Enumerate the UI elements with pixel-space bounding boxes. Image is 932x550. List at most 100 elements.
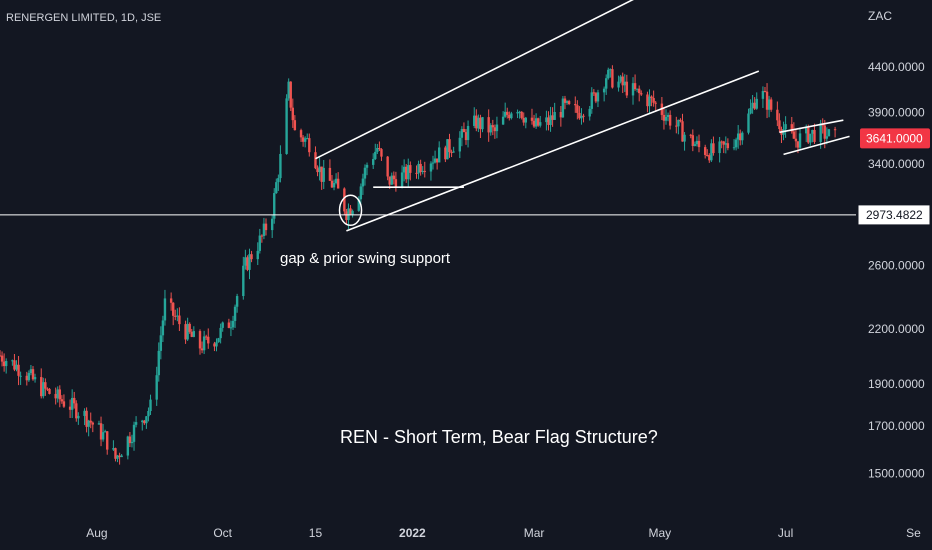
- candle-body: [664, 116, 668, 121]
- candle-body: [345, 211, 348, 221]
- candle-body: [677, 119, 680, 127]
- candle-body: [4, 361, 8, 367]
- candle-body: [590, 92, 593, 109]
- candle-body: [248, 254, 251, 270]
- candle-body: [503, 111, 507, 117]
- candle-body: [489, 125, 492, 133]
- circle-marker[interactable]: [338, 194, 363, 227]
- candle-body: [487, 117, 490, 133]
- candle-body: [260, 235, 264, 237]
- candle-body: [25, 375, 29, 381]
- candle-body: [192, 331, 196, 337]
- candle-body: [559, 111, 563, 118]
- candle-body: [790, 124, 793, 132]
- y-tick-label: 1500.0000: [868, 466, 925, 480]
- candle-body: [258, 235, 262, 251]
- candle-body: [739, 133, 742, 141]
- candle-body: [691, 135, 695, 146]
- candle-body: [242, 265, 245, 297]
- candle-body: [539, 122, 542, 126]
- candle-body: [314, 152, 317, 169]
- candle-body: [726, 143, 730, 149]
- annotation-label: gap & prior swing support: [280, 250, 451, 267]
- candle-body: [2, 361, 6, 367]
- candle-body: [246, 257, 249, 270]
- candle-body: [437, 147, 441, 163]
- candle-body: [563, 98, 567, 103]
- candle-body: [134, 422, 138, 425]
- last-price-label: 3641.0000: [866, 131, 923, 145]
- candle-body: [545, 117, 548, 123]
- candle-body: [390, 175, 393, 185]
- candle-body: [501, 116, 505, 125]
- candle-body: [202, 336, 206, 351]
- candle-body: [421, 170, 424, 173]
- candle-body: [343, 188, 346, 212]
- candle-body: [285, 98, 288, 154]
- x-axis[interactable]: Aug Oct 15 2022 Mar May Jul Se: [86, 526, 921, 540]
- trendline-flag-upper[interactable]: [779, 119, 844, 134]
- candle-body: [303, 138, 307, 142]
- level-price-label: 2973.4822: [866, 208, 923, 222]
- candle-body: [493, 127, 497, 132]
- candle-body: [574, 104, 577, 106]
- candle-body: [19, 375, 22, 377]
- candle-body: [409, 165, 412, 173]
- candle-body: [607, 69, 610, 79]
- candle-body: [244, 257, 247, 266]
- candle-body: [163, 298, 167, 321]
- candle-body: [761, 91, 765, 99]
- candle-body: [60, 399, 64, 402]
- candle-body: [592, 92, 596, 94]
- trendline-channel-upper[interactable]: [315, 0, 639, 160]
- y-tick-label: 3400.0000: [868, 157, 925, 171]
- y-tick-label: 3900.0000: [868, 105, 925, 119]
- candle-body: [536, 118, 540, 126]
- candle-body: [718, 141, 721, 154]
- candle-body: [654, 102, 657, 104]
- candle-body: [172, 302, 175, 316]
- candles-layer: [0, 65, 837, 465]
- candle-body: [534, 118, 538, 127]
- candle-body: [405, 166, 408, 180]
- candle-body: [77, 415, 80, 419]
- candle-body: [767, 99, 771, 110]
- candle-body: [215, 342, 218, 347]
- candle-body: [357, 199, 360, 211]
- candle-body: [769, 99, 773, 110]
- candle-body: [648, 96, 651, 107]
- candle-body: [221, 322, 224, 328]
- candle-body: [40, 377, 43, 397]
- candle-body: [75, 403, 78, 419]
- trendline-channel-lower[interactable]: [346, 70, 760, 232]
- trendline-flag-lower[interactable]: [783, 135, 850, 156]
- candle-body: [361, 178, 365, 187]
- candle-body: [213, 343, 216, 347]
- candle-body: [553, 111, 556, 120]
- candle-body: [157, 350, 160, 376]
- y-axis[interactable]: 4400.0000 3900.0000 3400.0000 2600.0000 2200…: [857, 60, 931, 481]
- candle-body: [204, 336, 208, 338]
- candle-body: [827, 129, 831, 137]
- candle-body: [376, 147, 379, 152]
- candle-body: [147, 411, 150, 417]
- candle-body: [120, 455, 123, 458]
- candle-body: [256, 250, 259, 260]
- candle-body: [15, 364, 18, 370]
- candle-body: [328, 167, 332, 181]
- candle-body: [101, 432, 105, 440]
- candle-body: [159, 335, 163, 351]
- x-tick-label: 15: [309, 526, 323, 540]
- candle-body: [596, 92, 600, 102]
- y-tick-label: 4400.0000: [868, 60, 925, 74]
- candle-body: [798, 133, 802, 148]
- candle-body: [97, 423, 101, 425]
- candle-body: [320, 166, 323, 182]
- candle-body: [633, 83, 637, 90]
- candle-body: [270, 218, 274, 231]
- candle-body: [666, 114, 670, 117]
- candle-body: [388, 176, 391, 185]
- candle-body: [807, 126, 810, 143]
